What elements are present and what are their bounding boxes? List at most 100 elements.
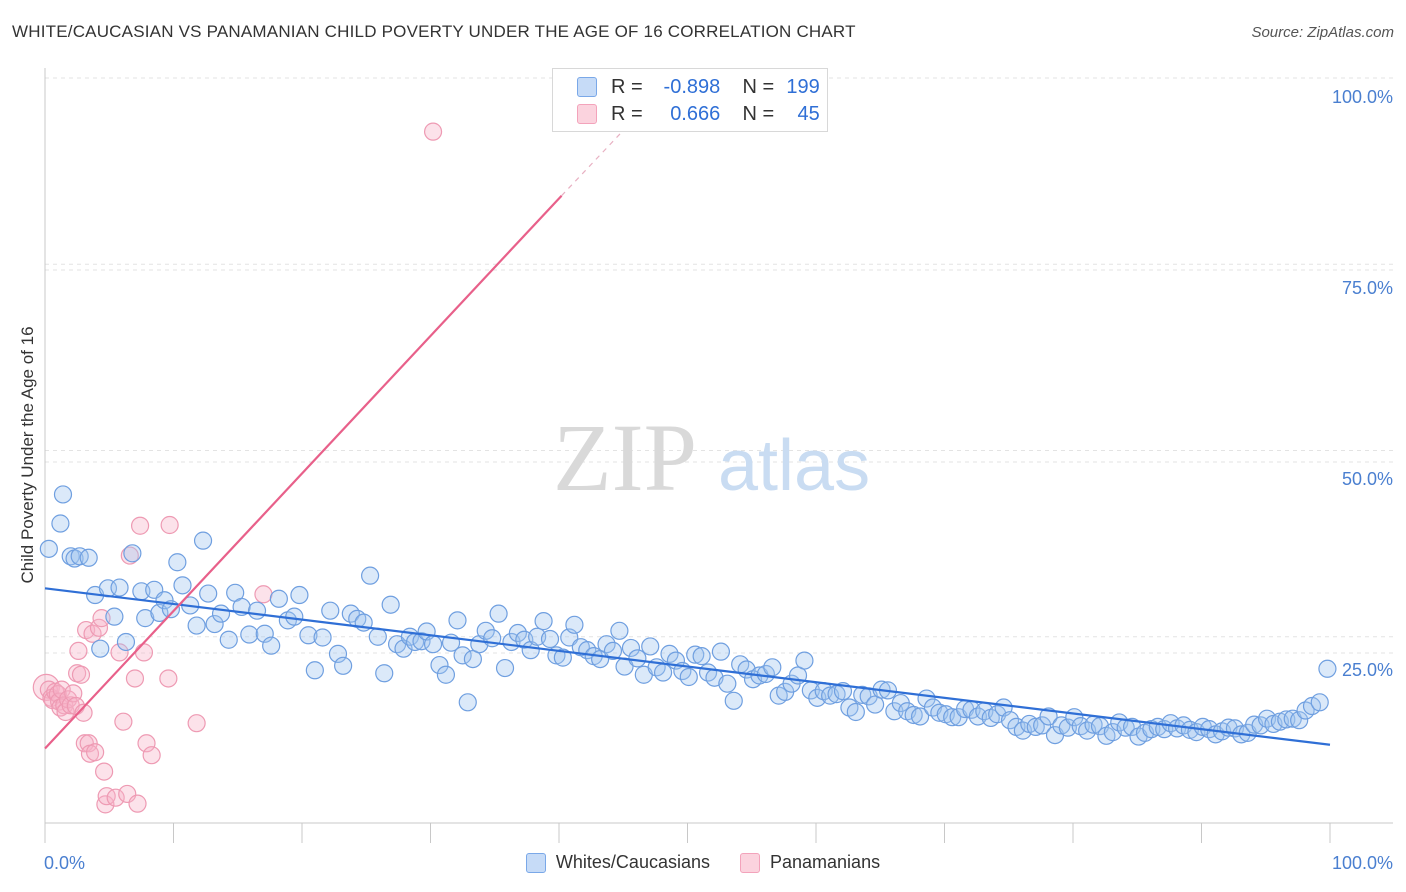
data-point-whites	[943, 708, 962, 727]
y-tick-label: 100.0%	[1332, 87, 1393, 107]
legend-item-whites[interactable]: Whites/Caucasians	[525, 852, 710, 873]
data-point-whites	[193, 531, 213, 550]
data-point-whites	[910, 707, 930, 726]
data-point-whites	[628, 649, 647, 668]
data-point-panamanians	[423, 122, 443, 141]
data-point-whites	[110, 578, 129, 597]
data-point-panamanians	[95, 762, 114, 781]
data-point-whites	[692, 647, 711, 666]
data-point-whites	[1039, 707, 1058, 726]
series-legend: Whites/Caucasians Panamanians	[0, 852, 1406, 873]
data-point-whites	[269, 589, 288, 608]
data-point-whites	[1000, 711, 1020, 730]
n-label: N =	[742, 102, 775, 125]
stats-legend: R = -0.898 N = 199 R = 0.666 N = 45	[552, 68, 828, 132]
n-value: 199	[786, 75, 820, 98]
data-point-panamanians	[74, 703, 93, 722]
data-point-panamanians	[75, 734, 94, 753]
data-point-whites	[1277, 710, 1296, 729]
data-point-whites	[240, 625, 259, 644]
data-point-panamanians	[86, 743, 105, 762]
data-point-whites	[285, 607, 304, 626]
trend-line-whites	[44, 587, 1331, 746]
data-point-whites	[334, 656, 353, 675]
panamanians-legend-swatch	[740, 852, 760, 873]
x-tick-label: 100.0%	[1332, 853, 1393, 873]
data-point-panamanians	[187, 714, 206, 733]
data-point-whites	[448, 611, 467, 630]
data-point-whites	[211, 604, 231, 623]
y-tick-label: 50.0%	[1342, 469, 1393, 489]
data-point-whites	[597, 635, 616, 654]
series-whites	[39, 485, 1337, 746]
r-label: R =	[611, 102, 643, 125]
data-point-whites	[305, 661, 324, 680]
data-point-panamanians	[69, 641, 88, 661]
data-point-whites	[718, 674, 737, 693]
data-point-panamanians	[137, 734, 156, 753]
n-value: 45	[797, 102, 820, 125]
x-tick-label: 0.0%	[44, 853, 85, 873]
data-point-whites	[313, 628, 332, 647]
data-point-panamanians	[71, 665, 91, 684]
data-point-panamanians	[160, 515, 179, 535]
data-point-whites	[603, 641, 623, 661]
data-point-whites	[1283, 709, 1302, 728]
data-point-whites	[168, 553, 187, 572]
stats-row-whites: R = -0.898 N = 199	[577, 74, 820, 100]
data-point-panamanians	[114, 712, 133, 731]
data-point-whites	[565, 615, 584, 634]
chart-source: Source: ZipAtlas.com	[1251, 24, 1394, 41]
trend-line-panamanians-extension	[561, 126, 628, 197]
data-point-whites	[375, 664, 394, 683]
data-point-whites	[205, 614, 224, 634]
data-point-whites	[795, 651, 814, 670]
data-point-whites	[641, 637, 660, 656]
stats-row-panamanians: R = 0.666 N = 45	[577, 101, 820, 127]
data-point-whites	[70, 547, 89, 566]
r-value: 0.666	[670, 102, 721, 125]
data-point-whites	[1318, 659, 1337, 678]
whites-legend-swatch	[525, 852, 546, 873]
y-tick-label: 25.0%	[1342, 660, 1393, 680]
data-point-whites	[368, 627, 387, 646]
data-point-panamanians	[134, 643, 154, 662]
data-point-whites	[262, 636, 281, 655]
data-point-whites	[247, 601, 267, 620]
data-point-whites	[610, 621, 629, 640]
data-point-whites	[495, 658, 515, 678]
legend-item-panamanians[interactable]: Panamanians	[740, 852, 880, 873]
data-point-whites	[328, 644, 348, 663]
watermark-atlas: atlas	[718, 426, 870, 506]
data-point-whites	[553, 648, 572, 667]
data-point-whites	[458, 693, 477, 712]
legend-label-whites: Whites/Caucasians	[555, 852, 710, 872]
legend-label-panamanians: Panamanians	[770, 852, 881, 872]
data-point-whites	[476, 621, 495, 640]
data-point-whites	[412, 632, 431, 651]
data-point-whites	[534, 612, 553, 631]
data-point-whites	[299, 626, 318, 645]
data-point-whites	[116, 632, 136, 652]
data-point-whites	[51, 514, 70, 533]
data-point-whites	[508, 623, 527, 643]
grid-lines	[45, 77, 1393, 654]
data-point-whites	[436, 665, 456, 684]
data-point-panamanians	[97, 787, 116, 806]
data-point-whites	[489, 604, 508, 623]
data-point-whites	[660, 644, 679, 663]
data-point-whites	[199, 584, 218, 603]
data-point-whites	[1290, 711, 1309, 730]
data-point-whites	[290, 585, 309, 605]
data-point-whites	[79, 548, 98, 567]
data-point-whites	[711, 642, 731, 661]
data-point-panamanians	[52, 680, 71, 699]
data-point-panamanians	[125, 669, 145, 688]
data-point-whites	[381, 595, 400, 614]
n-label: N =	[742, 75, 775, 98]
data-point-panamanians	[110, 643, 129, 662]
data-point-whites	[39, 539, 58, 558]
data-point-whites	[1026, 717, 1045, 736]
data-point-panamanians	[106, 788, 125, 807]
